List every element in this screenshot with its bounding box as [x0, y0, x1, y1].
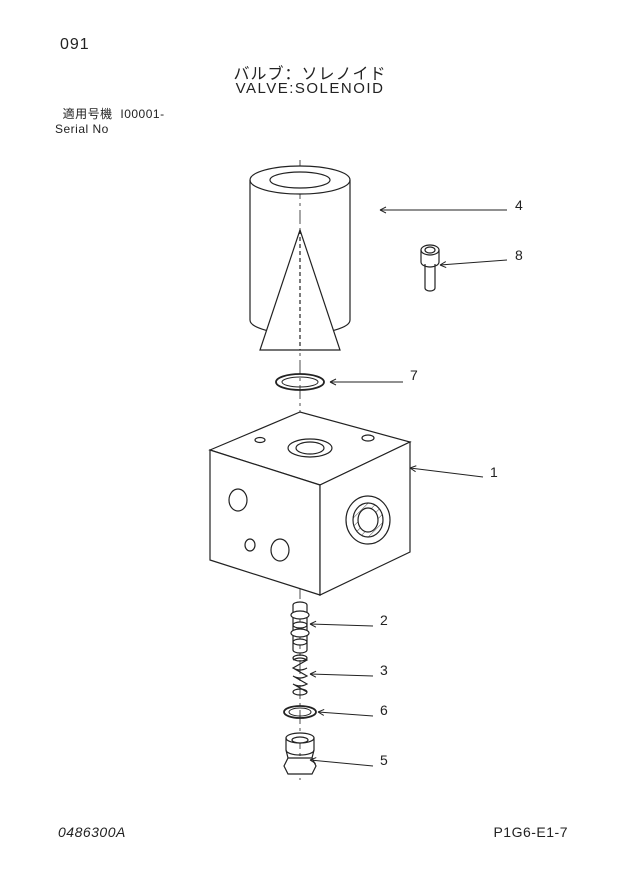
sheet-number: P1G6-E1-7 — [493, 824, 568, 840]
callout-5: 5 — [380, 752, 388, 768]
exploded-diagram: 4 8 7 1 2 3 6 5 — [110, 150, 540, 790]
serial-label-en: Serial No — [55, 122, 109, 136]
drawing-number: 0486300A — [58, 824, 126, 840]
callout-4: 4 — [515, 197, 523, 213]
part-solenoid-coil — [250, 166, 350, 350]
part-body-block — [210, 412, 410, 595]
callout-3: 3 — [380, 662, 388, 678]
callout-8: 8 — [515, 247, 523, 263]
callout-1: 1 — [490, 464, 498, 480]
part-spring — [293, 655, 307, 695]
callout-6: 6 — [380, 702, 388, 718]
callout-2: 2 — [380, 612, 388, 628]
part-spool — [291, 602, 309, 653]
serial-block: 適用号機 I00001- Serial No — [55, 92, 165, 137]
part-bolt — [421, 245, 439, 291]
serial-label-jp: 適用号機 — [63, 107, 113, 121]
serial-value: I00001- — [120, 107, 164, 121]
callout-7: 7 — [410, 367, 418, 383]
diagram-svg — [110, 150, 540, 790]
page-number: 091 — [60, 36, 90, 54]
